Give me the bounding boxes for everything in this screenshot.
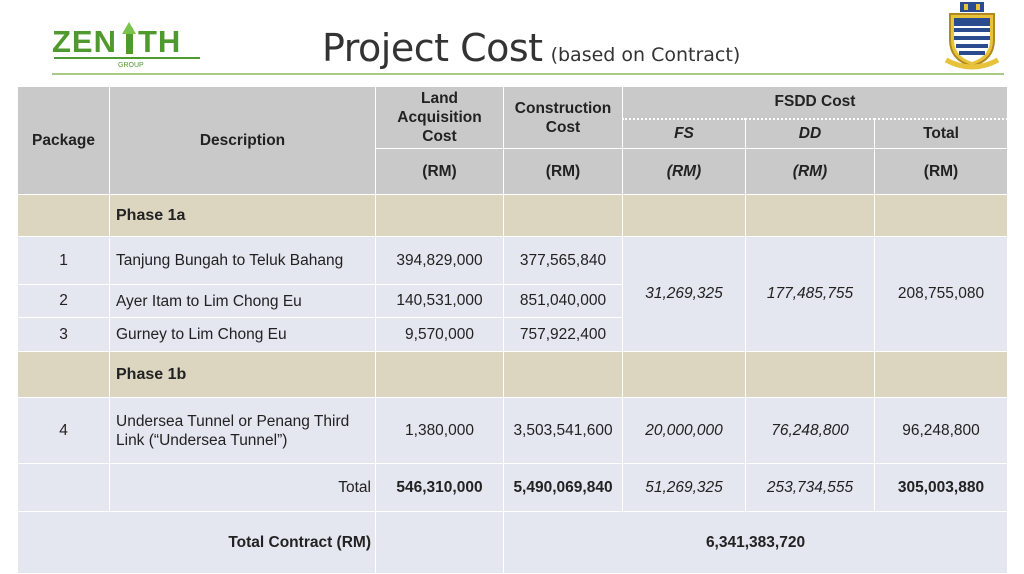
land-cost: 9,570,000 — [375, 317, 504, 352]
subtitle-text: (based on Contract) — [550, 44, 741, 66]
header-dd: DD — [745, 118, 875, 149]
row-description: Ayer Itam to Lim Chong Eu — [109, 284, 376, 318]
row-description: Gurney to Lim Chong Eu — [109, 317, 376, 352]
page-title: Project Cost (based on Contract) — [322, 26, 740, 70]
header-package: Package — [17, 86, 110, 195]
total-fsdd-phase1a: 208,755,080 — [874, 236, 1008, 352]
construction-cost: 757,922,400 — [503, 317, 623, 352]
unit-construction: (RM) — [503, 148, 623, 195]
header-construction: Construction Cost — [503, 86, 623, 149]
header-divider — [52, 73, 1004, 75]
unit-land: (RM) — [375, 148, 504, 195]
total-fsdd: 96,248,800 — [874, 397, 1008, 464]
construction-cost: 377,565,840 — [503, 236, 623, 285]
fs-cost-phase1a: 31,269,325 — [622, 236, 746, 352]
header-description: Description — [109, 86, 376, 195]
total-fsdd-sum: 305,003,880 — [874, 463, 1008, 512]
header-land: Land Acquisition Cost — [375, 86, 504, 149]
total-construction: 5,490,069,840 — [503, 463, 623, 512]
table-row: 4 Undersea Tunnel or Penang Third Link (… — [17, 397, 1008, 464]
header-fs: FS — [622, 118, 746, 149]
package-number: 4 — [17, 397, 110, 464]
package-number: 3 — [17, 317, 110, 352]
unit-dd: (RM) — [745, 148, 875, 195]
unit-fs: (RM) — [622, 148, 746, 195]
phase-row-1a: Phase 1a — [17, 194, 1008, 237]
contract-row: Total Contract (RM) 6,341,383,720 — [17, 511, 1008, 574]
svg-text:GROUP: GROUP — [118, 62, 144, 69]
project-cost-table: Package Description Land Acquisition Cos… — [17, 86, 1008, 574]
table-row: 1 Tanjung Bungah to Teluk Bahang 394,829… — [17, 236, 1008, 352]
unit-total: (RM) — [874, 148, 1008, 195]
dd-cost: 76,248,800 — [745, 397, 875, 464]
phase-row-1b: Phase 1b — [17, 351, 1008, 398]
penang-crest-icon — [944, 2, 1000, 70]
phase-label-1a: Phase 1a — [109, 194, 376, 237]
construction-cost: 851,040,000 — [503, 284, 623, 318]
total-dd: 253,734,555 — [745, 463, 875, 512]
header-row: Package Description Land Acquisition Cos… — [17, 86, 1008, 195]
phase-label-1b: Phase 1b — [109, 351, 376, 398]
contract-value: 6,341,383,720 — [503, 511, 1008, 574]
total-fs: 51,269,325 — [622, 463, 746, 512]
dd-cost-phase1a: 177,485,755 — [745, 236, 875, 352]
fs-cost: 20,000,000 — [622, 397, 746, 464]
zenith-logo: ZEN TH GROUP — [52, 22, 200, 69]
land-cost: 140,531,000 — [375, 284, 504, 318]
header-total: Total — [874, 118, 1008, 149]
contract-label: Total Contract (RM) — [17, 511, 376, 574]
land-cost: 394,829,000 — [375, 236, 504, 285]
unit-row: (RM) (RM) (RM) (RM) (RM) — [18, 148, 1008, 195]
package-number: 2 — [17, 284, 110, 318]
title-text: Project Cost — [322, 26, 543, 70]
row-description: Tanjung Bungah to Teluk Bahang — [109, 236, 376, 285]
row-description: Undersea Tunnel or Penang Third Link (“U… — [109, 397, 376, 464]
svg-text:TH: TH — [138, 24, 181, 59]
svg-text:ZEN: ZEN — [52, 24, 117, 59]
total-land: 546,310,000 — [375, 463, 504, 512]
totals-row: Total 546,310,000 5,490,069,840 51,269,3… — [17, 463, 1008, 512]
totals-label: Total — [109, 463, 376, 512]
construction-cost: 3,503,541,600 — [503, 397, 623, 464]
header-fsdd: FSDD Cost — [622, 86, 1008, 120]
package-number: 1 — [17, 236, 110, 285]
table-row: 2 Ayer Itam to Lim Chong Eu 140,531,000 … — [17, 284, 1008, 318]
land-cost: 1,380,000 — [375, 397, 504, 464]
